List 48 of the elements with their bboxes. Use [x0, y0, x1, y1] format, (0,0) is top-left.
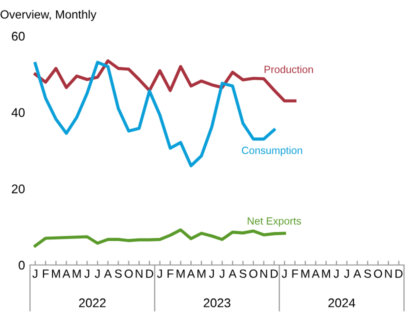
text: 2023	[204, 298, 230, 308]
x-tick-label: J	[209, 270, 214, 278]
x-tick-label: D	[270, 270, 278, 278]
y-tick-label: 20	[12, 184, 25, 194]
x-tick-label: S	[240, 269, 246, 278]
x-tick-label: S	[114, 269, 122, 278]
x-tick-label: S	[364, 269, 372, 278]
x-tick-label: O	[249, 269, 258, 278]
x-tick-label: A	[104, 270, 112, 278]
x-tick-label: A	[312, 270, 320, 278]
series-label: Consumption	[242, 146, 302, 156]
chart-title: Overview, Monthly	[0, 10, 96, 21]
line-series	[34, 228, 286, 248]
x-tick-label: J	[344, 270, 349, 278]
x-tick-label: D	[396, 270, 403, 278]
x-tick-label: M	[301, 270, 310, 278]
x-tick-label: J	[334, 270, 339, 278]
x-tick-label: N	[385, 270, 392, 278]
x-tick-label: O	[374, 269, 382, 278]
series-label: Production	[264, 65, 313, 74]
x-tick-label: M	[52, 270, 60, 278]
x-tick-label: J	[84, 270, 90, 278]
x-tick-label: N	[260, 270, 268, 278]
y-tick-label: 40	[12, 108, 25, 117]
x-tick-label: F	[168, 270, 174, 278]
x-tick-label: A	[353, 270, 362, 278]
x-tick-label: F	[42, 270, 49, 278]
x-tick-label: A	[187, 270, 195, 278]
x-tick-label: J	[157, 270, 162, 278]
x-tick-label: M	[322, 270, 330, 278]
x-tick-label: J	[94, 270, 100, 278]
series-label: Net Exports	[248, 217, 301, 227]
x-tick-label: A	[62, 270, 70, 278]
y-tick-label: 60	[12, 32, 25, 41]
x-tick-label: M	[72, 270, 81, 278]
text: 2022	[79, 298, 106, 308]
x-tick-label: O	[124, 269, 133, 278]
x-tick-label: M	[197, 270, 206, 278]
x-tick-label: J	[32, 270, 38, 278]
x-tick-label: F	[292, 270, 298, 278]
text: 2024	[328, 298, 356, 308]
y-tick-label: 0	[18, 260, 25, 270]
x-tick-label: J	[282, 270, 287, 278]
x-tick-label: A	[228, 270, 236, 278]
x-tick-label: J	[219, 270, 224, 278]
x-tick-label: N	[136, 270, 142, 278]
x-tick-label: M	[176, 270, 185, 278]
x-tick-label: D	[146, 270, 154, 278]
